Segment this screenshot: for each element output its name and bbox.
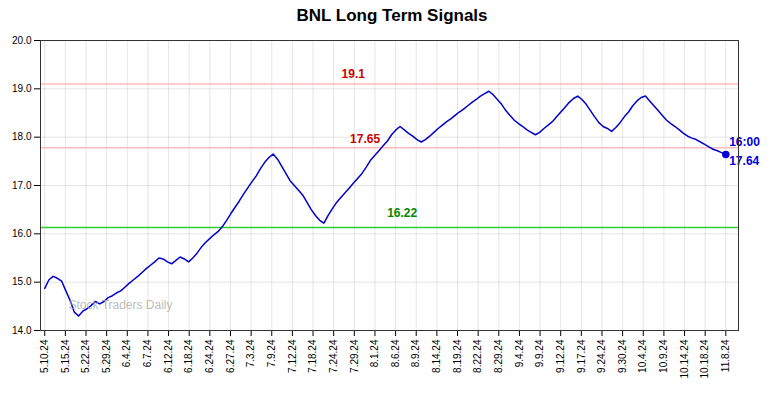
svg-text:10.18.24: 10.18.24	[699, 339, 710, 378]
svg-text:5.10.24: 5.10.24	[39, 339, 50, 373]
svg-text:8.19.24: 8.19.24	[452, 339, 463, 373]
html-text:BNL Long Term Signals: BNL Long Term Signals	[296, 6, 488, 25]
svg-text:16.22: 16.22	[387, 206, 417, 220]
svg-text:5.29.24: 5.29.24	[101, 339, 112, 373]
svg-text:7.12.24: 7.12.24	[287, 339, 298, 373]
svg-text:6.12.24: 6.12.24	[163, 339, 174, 373]
svg-text:9.12.24: 9.12.24	[555, 339, 566, 373]
svg-text:5.15.24: 5.15.24	[60, 339, 71, 373]
svg-text:20.0: 20.0	[12, 35, 32, 46]
svg-text:7.3.24: 7.3.24	[245, 339, 256, 367]
svg-text:8.29.24: 8.29.24	[493, 339, 504, 373]
svg-text:10.4.24: 10.4.24	[637, 339, 648, 373]
svg-text:8.1.24: 8.1.24	[369, 339, 380, 367]
svg-text:8.22.24: 8.22.24	[472, 339, 483, 373]
svg-text:6.24.24: 6.24.24	[204, 339, 215, 373]
svg-text:17.64: 17.64	[729, 154, 759, 168]
svg-text:16.0: 16.0	[12, 228, 32, 239]
svg-text:10.9.24: 10.9.24	[658, 339, 669, 373]
svg-text:Stock Traders Daily: Stock Traders Daily	[69, 298, 173, 312]
svg-text:19.0: 19.0	[12, 83, 32, 94]
svg-text:5.22.24: 5.22.24	[80, 339, 91, 373]
svg-text:6.7.24: 6.7.24	[142, 339, 153, 367]
svg-text:18.0: 18.0	[12, 131, 32, 142]
svg-text:7.24.24: 7.24.24	[328, 339, 339, 373]
svg-text:9.9.24: 9.9.24	[534, 339, 545, 367]
svg-text:9.17.24: 9.17.24	[576, 339, 587, 373]
svg-text:6.27.24: 6.27.24	[225, 339, 236, 373]
svg-text:15.0: 15.0	[12, 276, 32, 287]
svg-text:8.14.24: 8.14.24	[431, 339, 442, 373]
svg-text:17.0: 17.0	[12, 180, 32, 191]
svg-text:6.18.24: 6.18.24	[183, 339, 194, 373]
svg-text:16:00: 16:00	[729, 135, 760, 149]
svg-text:7.18.24: 7.18.24	[307, 339, 318, 373]
svg-text:9.4.24: 9.4.24	[514, 339, 525, 367]
svg-text:7.29.24: 7.29.24	[349, 339, 360, 373]
svg-text:14.0: 14.0	[12, 325, 32, 336]
svg-text:17.65: 17.65	[350, 132, 380, 146]
svg-text:8.6.24: 8.6.24	[390, 339, 401, 367]
svg-text:9.24.24: 9.24.24	[596, 339, 607, 373]
svg-text:19.1: 19.1	[342, 67, 366, 81]
svg-text:6.4.24: 6.4.24	[121, 339, 132, 367]
svg-text:8.9.24: 8.9.24	[410, 339, 421, 367]
svg-text:7.9.24: 7.9.24	[266, 339, 277, 367]
svg-text:9.30.24: 9.30.24	[617, 339, 628, 373]
svg-text:10.14.24: 10.14.24	[679, 339, 690, 378]
svg-text:11.8.24: 11.8.24	[720, 339, 731, 372]
